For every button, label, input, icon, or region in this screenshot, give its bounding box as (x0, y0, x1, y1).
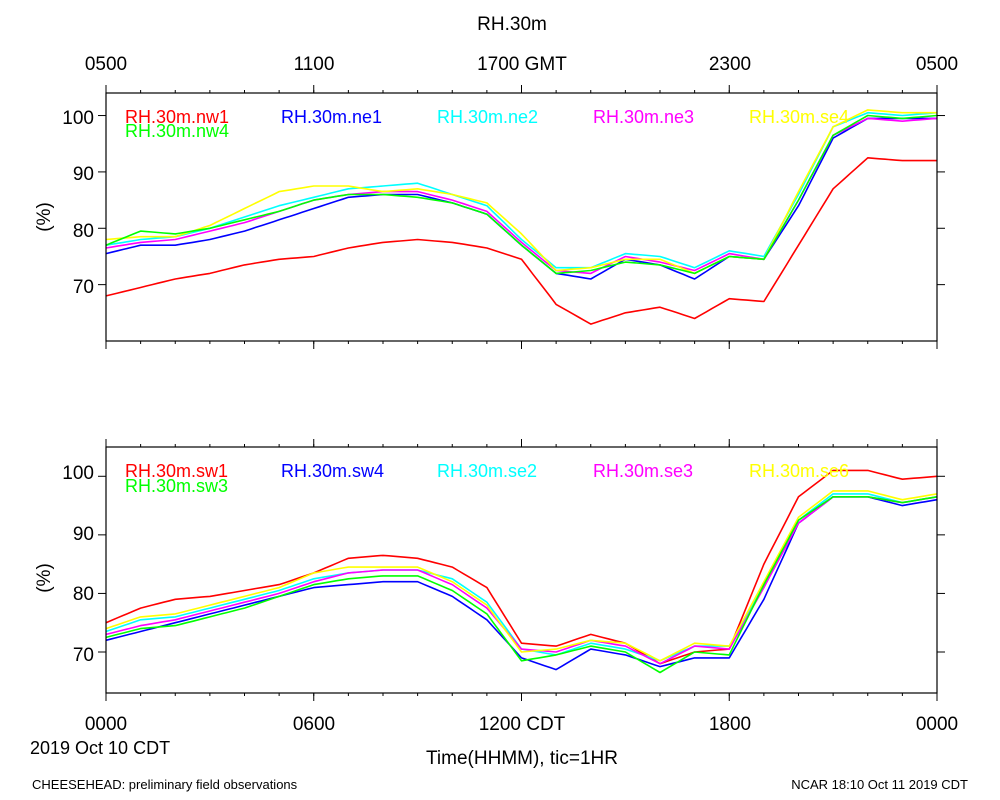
top-tick-label: 0500 (85, 54, 127, 75)
y-tick-label: 90 (73, 524, 94, 545)
y-tick-label: 80 (73, 221, 94, 242)
legend-entry: RH.30m.se4 (749, 107, 849, 127)
bottom-tick-label: 1800 (709, 714, 751, 735)
legend-entry: RH.30m.se3 (593, 461, 693, 481)
top-panel-legend: RH.30m.nw1 RH.30m.ne1 RH.30m.ne2 RH.30m.… (125, 107, 849, 141)
footer-right: NCAR 18:10 Oct 11 2019 CDT (791, 777, 968, 792)
series-line-rh-30m-sw3 (105, 496, 938, 674)
y-tick-label: 70 (73, 645, 94, 666)
legend-entry: RH.30m.nw4 (125, 121, 229, 141)
legend-entry: RH.30m.nw1 (125, 107, 229, 127)
series-line-rh-30m-se4 (105, 109, 937, 275)
top-tick-label: 0500 (916, 54, 958, 75)
legend-entry: RH.30m.ne2 (437, 107, 538, 127)
top-panel-y-labels: 70 80 90 100 (62, 108, 94, 298)
y-tick-label: 70 (73, 277, 94, 298)
bottom-tick-label: 1200 CDT (479, 714, 566, 735)
series-line-rh-30m-se3 (105, 496, 938, 665)
legend-entry: RH.30m.se2 (437, 461, 537, 481)
legend-entry: RH.30m.ne1 (281, 107, 382, 127)
top-panel: 70 80 90 100 (%) RH.30m.nw1 RH.30m.ne1 R… (34, 85, 945, 349)
top-tick-label: 1100 (294, 54, 335, 75)
bottom-cdt-axis: 0000 0600 1200 CDT 1800 0000 (85, 714, 958, 735)
legend-entry: RH.30m.sw3 (125, 476, 228, 496)
legend-entry: RH.30m.sw4 (281, 461, 384, 481)
bottom-panel: 70 80 90 100 (%) RH.30m.sw1 RH.30m.sw4 R… (34, 439, 945, 701)
series-line-rh-30m-ne1 (105, 117, 937, 280)
legend-entry: RH.30m.ne3 (593, 107, 694, 127)
top-panel-y-axis-label: (%) (34, 202, 55, 232)
top-panel-series (105, 109, 938, 325)
series-line-rh-30m-ne2 (105, 111, 938, 269)
series-line-rh-30m-ne3 (105, 117, 938, 275)
bottom-tick-label: 0000 (85, 714, 127, 735)
bottom-panel-legend: RH.30m.sw1 RH.30m.sw4 RH.30m.se2 RH.30m.… (125, 461, 849, 496)
legend-entry: RH.30m.se6 (749, 461, 849, 481)
chart-title: RH.30m (477, 14, 547, 35)
y-tick-label: 80 (73, 584, 94, 605)
top-tick-label: 2300 (709, 54, 751, 75)
legend-entry: RH.30m.sw1 (125, 461, 228, 481)
series-line-rh-30m-se6 (105, 490, 938, 662)
y-tick-label: 100 (62, 108, 94, 129)
top-panel-frame (105, 92, 938, 342)
series-line-rh-30m-se2 (105, 493, 938, 662)
series-line-rh-30m-nw4 (105, 114, 938, 275)
date-label: 2019 Oct 10 CDT (30, 738, 170, 758)
bottom-tick-label: 0600 (293, 714, 335, 735)
footer-left: CHEESEHEAD: preliminary field observatio… (32, 777, 298, 792)
bottom-panel-frame (105, 446, 938, 694)
bottom-panel-y-labels: 70 80 90 100 (62, 463, 94, 666)
series-line-rh-30m-sw1 (105, 469, 938, 665)
bottom-panel-y-axis-label: (%) (34, 563, 55, 593)
top-gmt-axis: 0500 1100 1700 GMT 2300 0500 (85, 54, 958, 75)
bottom-tick-label: 0000 (916, 714, 958, 735)
bottom-panel-series (105, 469, 938, 674)
top-tick-label: 1700 GMT (477, 54, 567, 75)
x-axis-label: Time(HHMM), tic=1HR (426, 748, 618, 769)
y-tick-label: 100 (62, 463, 94, 484)
y-tick-label: 90 (73, 164, 94, 185)
series-line-rh-30m-nw1 (105, 157, 937, 325)
